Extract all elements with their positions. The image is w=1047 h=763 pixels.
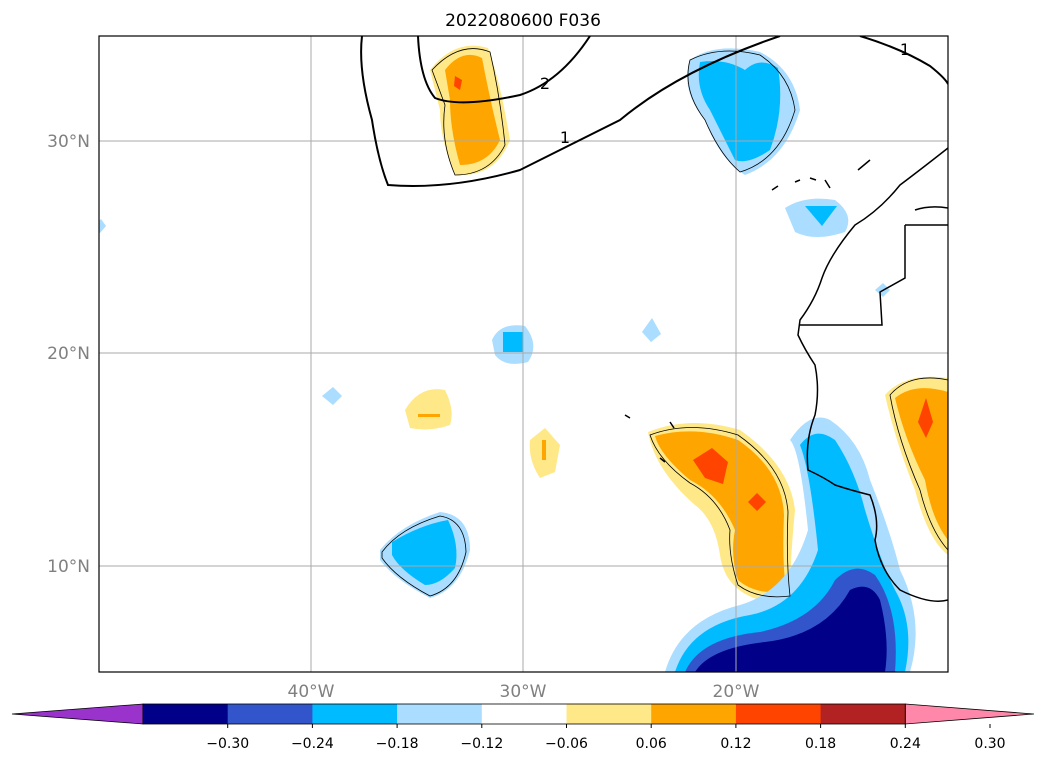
coastline <box>624 147 948 602</box>
colorbar-tick-label: −0.24 <box>291 736 334 752</box>
contour-label-1-east: 1 <box>900 40 910 59</box>
colorbar-tick-label: −0.06 <box>545 736 588 752</box>
lat-label-10n: 10°N <box>47 557 90 577</box>
colorbar: −0.30 −0.24 −0.18 −0.12 −0.06 0.06 0.12 0.18 0.2… <box>11 703 1035 752</box>
colorbar-segment <box>651 704 737 724</box>
contour-label-2: 2 <box>540 74 550 93</box>
map-frame <box>98 35 949 673</box>
colorbar-tick-label: 0.30 <box>974 736 1005 752</box>
colorbar-segment <box>735 704 822 724</box>
shaded-field <box>99 45 948 672</box>
colorbar-segment <box>566 704 652 724</box>
colorbar-extend-max <box>904 703 1035 725</box>
colorbar-tick-label: 0.06 <box>636 736 667 752</box>
graticule <box>99 36 948 672</box>
colorbar-segment <box>312 704 398 724</box>
colorbar-segment <box>820 704 906 724</box>
colorbar-tick-label: 0.18 <box>805 736 836 752</box>
lon-label-20w: 20°W <box>713 682 760 702</box>
contour-label-1: 1 <box>560 128 570 147</box>
colorbar-tick-label: 0.12 <box>720 736 751 752</box>
colorbar-tick-label: 0.24 <box>890 736 921 752</box>
lat-label-30n: 30°N <box>47 132 90 152</box>
colorbar-tick-label: −0.18 <box>376 736 419 752</box>
colorbar-segment <box>143 704 229 724</box>
colorbar-tick-label: −0.12 <box>460 736 503 752</box>
colorbar-tick-label: −0.30 <box>206 736 249 752</box>
colorbar-segment <box>481 704 567 724</box>
contour-lines <box>360 36 948 187</box>
colorbar-extend-min <box>11 703 144 725</box>
colorbar-segment <box>397 704 483 724</box>
figure-title: 2022080600 F036 <box>445 11 601 31</box>
lon-label-40w: 40°W <box>288 682 335 702</box>
colorbar-segment <box>227 704 313 724</box>
lat-label-20n: 20°N <box>47 344 90 364</box>
colorbar-outline <box>142 703 906 725</box>
lon-label-30w: 30°W <box>500 682 547 702</box>
